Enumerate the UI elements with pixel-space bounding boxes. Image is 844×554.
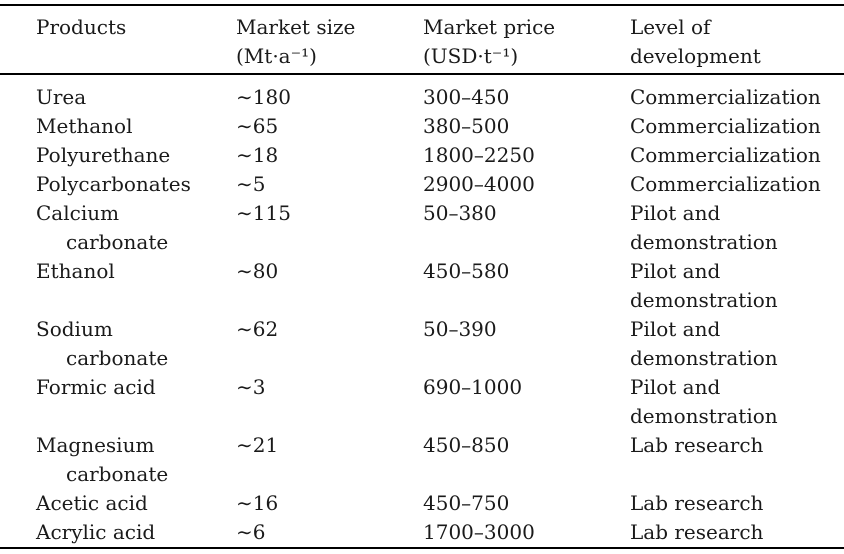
development-cell: Pilot and demonstration (630, 259, 778, 312)
market-price-cell: 450–580 (423, 259, 510, 283)
development-cell: Commercialization (630, 172, 821, 196)
market-price-cell: 450–850 (423, 433, 510, 457)
development-cell: Commercialization (630, 85, 821, 109)
market-size-cell: ∼18 (236, 143, 279, 167)
product-cell: Formic acid (36, 375, 156, 399)
development-cell: Lab research (630, 491, 764, 515)
market-price-cell: 300–450 (423, 85, 510, 109)
market-size-cell: ∼16 (236, 491, 279, 515)
table-row-polycarbonates: Polycarbonates ∼5 2900–4000 Commercializ… (0, 170, 844, 199)
product-cell: Acrylic acid (36, 520, 156, 544)
product-cell: Ethanol (36, 259, 115, 283)
market-price-cell: 690–1000 (423, 375, 523, 399)
market-size-cell: ∼180 (236, 85, 291, 109)
col-header-products: Products (0, 5, 236, 75)
table-row-methanol: Methanol ∼65 380–500 Commercialization (0, 112, 844, 141)
table-row-acrylic-acid: Acrylic acid ∼6 1700–3000 Lab research (0, 518, 844, 548)
market-price-cell: 2900–4000 (423, 172, 535, 196)
product-cell: Polyurethane (36, 143, 171, 167)
table-row-formic-acid: Formic acid ∼3 690–1000 Pilot and demons… (0, 373, 844, 431)
development-cell: Commercialization (630, 114, 821, 138)
market-size-cell: ∼5 (236, 172, 266, 196)
market-size-cell: ∼21 (236, 433, 279, 457)
product-cell: Calcium carbonate (36, 201, 169, 254)
header-row: Products Market size (Mt·a⁻¹) Market pri… (0, 5, 844, 75)
market-size-cell: ∼115 (236, 201, 291, 225)
product-cell: Acetic acid (36, 491, 148, 515)
market-price-cell: 50–390 (423, 317, 497, 341)
table-row-polyurethane: Polyurethane ∼18 1800–2250 Commercializa… (0, 141, 844, 170)
table-row-ethanol: Ethanol ∼80 450–580 Pilot and demonstrat… (0, 257, 844, 315)
development-cell: Pilot and demonstration (630, 201, 778, 254)
product-cell: Sodium carbonate (36, 317, 169, 370)
market-size-cell: ∼65 (236, 114, 279, 138)
product-cell: Methanol (36, 114, 133, 138)
table-row-urea: Urea ∼180 300–450 Commercialization (0, 74, 844, 112)
market-price-cell: 450–750 (423, 491, 510, 515)
col-header-market-size: Market size (Mt·a⁻¹) (236, 5, 423, 75)
development-cell: Lab research (630, 520, 764, 544)
development-cell: Lab research (630, 433, 764, 457)
market-size-cell: ∼80 (236, 259, 279, 283)
table-row-acetic-acid: Acetic acid ∼16 450–750 Lab research (0, 489, 844, 518)
market-price-cell: 1700–3000 (423, 520, 535, 544)
market-size-cell: ∼62 (236, 317, 279, 341)
development-cell: Commercialization (630, 143, 821, 167)
market-size-cell: ∼3 (236, 375, 266, 399)
market-price-cell: 1800–2250 (423, 143, 535, 167)
table-row-sodium-carbonate: Sodium carbonate ∼62 50–390 Pilot and de… (0, 315, 844, 373)
product-cell: Magnesium carbonate (36, 433, 169, 486)
development-cell: Pilot and demonstration (630, 375, 778, 428)
col-header-development: Level of development (630, 5, 844, 75)
co2-products-market-table: Products Market size (Mt·a⁻¹) Market pri… (0, 4, 844, 549)
col-header-market-price: Market price (USD·t⁻¹) (423, 5, 630, 75)
product-cell: Polycarbonates (36, 172, 191, 196)
table-row-calcium-carbonate: Calcium carbonate ∼115 50–380 Pilot and … (0, 199, 844, 257)
development-cell: Pilot and demonstration (630, 317, 778, 370)
market-size-cell: ∼6 (236, 520, 266, 544)
market-price-cell: 380–500 (423, 114, 510, 138)
table-row-magnesium-carbonate: Magnesium carbonate ∼21 450–850 Lab rese… (0, 431, 844, 489)
market-price-cell: 50–380 (423, 201, 497, 225)
product-cell: Urea (36, 85, 87, 109)
